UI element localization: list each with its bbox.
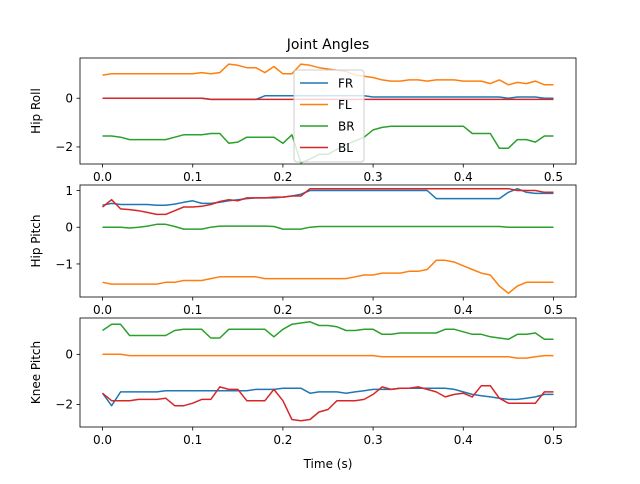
- x-axis-label: Time (s): [303, 457, 353, 471]
- x-tick-label: 0.0: [93, 170, 112, 184]
- series-line-bl: [102, 187, 554, 216]
- x-tick-label: 0.0: [93, 303, 112, 317]
- panel-series-group: [101, 321, 554, 422]
- y-tick-label: 0: [65, 221, 73, 235]
- x-tick-label: 0.2: [273, 433, 292, 447]
- x-tick-label: 0.3: [364, 170, 383, 184]
- legend-label-fr: FR: [338, 77, 353, 91]
- x-tick-label: 0.2: [273, 303, 292, 317]
- y-tick-label: −2: [55, 398, 73, 412]
- panel-series-group: [102, 187, 554, 295]
- series-line-bl: [102, 384, 554, 422]
- panel-3: 0.0 0.1 0.2 0.3 0.4 0.5 −2 0 Knee Pitch: [29, 317, 577, 447]
- series-line-fr: [101, 387, 554, 407]
- y-axis-label: Hip Roll: [29, 88, 43, 134]
- y-tick-label: 0: [65, 348, 73, 362]
- y-axis-label: Knee Pitch: [29, 341, 43, 404]
- x-tick-label: 0.1: [183, 170, 202, 184]
- x-tick-label: 0.4: [454, 303, 473, 317]
- series-line-br: [102, 223, 554, 230]
- x-tick-label: 0.3: [364, 433, 383, 447]
- series-line-fl: [102, 63, 554, 86]
- x-tick-label: 0.5: [544, 303, 563, 317]
- x-tick-label: 0.3: [364, 303, 383, 317]
- chart-title: Joint Angles: [286, 37, 370, 53]
- x-tick-label: 0.4: [454, 433, 473, 447]
- series-line-fl: [102, 353, 554, 359]
- x-tick-label: 0.1: [183, 303, 202, 317]
- y-tick-label: 0: [65, 92, 73, 106]
- x-tick-label: 0.5: [544, 433, 563, 447]
- x-tick-label: 0.5: [544, 170, 563, 184]
- panel-frame: [79, 184, 577, 298]
- x-tick-label: 0.2: [273, 170, 292, 184]
- y-tick-label: −1: [55, 257, 73, 271]
- x-tick-label: 0.0: [93, 433, 112, 447]
- y-tick-label: 1: [65, 184, 73, 198]
- series-line-fl: [102, 259, 554, 295]
- panel-2: 0.0 0.1 0.2 0.3 0.4 0.5 −1 0 1 Hip Pitch: [29, 184, 577, 317]
- y-tick-label: −2: [55, 140, 73, 154]
- legend-label-br: BR: [338, 120, 355, 134]
- y-axis-label: Hip Pitch: [29, 214, 43, 267]
- x-tick-label: 0.1: [183, 433, 202, 447]
- series-line-br: [102, 321, 554, 341]
- legend-label-bl: BL: [338, 141, 353, 155]
- series-line-fr: [102, 187, 554, 206]
- panel-frame: [79, 57, 577, 165]
- x-tick-label: 0.4: [454, 170, 473, 184]
- legend-box: [293, 69, 365, 163]
- legend: FR FL BR BL: [293, 69, 365, 163]
- legend-label-fl: FL: [338, 98, 352, 112]
- panel-frame: [79, 317, 577, 428]
